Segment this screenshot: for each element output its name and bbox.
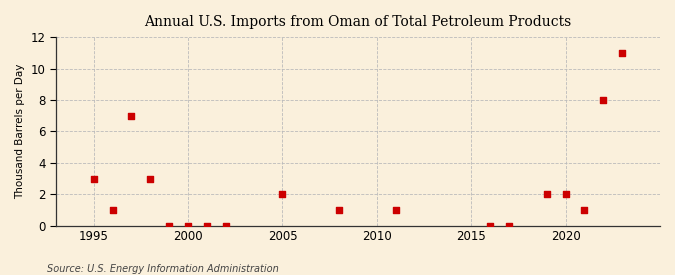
Title: Annual U.S. Imports from Oman of Total Petroleum Products: Annual U.S. Imports from Oman of Total P…: [144, 15, 572, 29]
Point: [504, 224, 514, 228]
Point: [277, 192, 288, 196]
Point: [541, 192, 552, 196]
Point: [333, 208, 344, 212]
Y-axis label: Thousand Barrels per Day: Thousand Barrels per Day: [15, 64, 25, 199]
Point: [183, 224, 194, 228]
Point: [560, 192, 571, 196]
Point: [485, 224, 495, 228]
Point: [164, 224, 175, 228]
Point: [221, 224, 232, 228]
Point: [126, 114, 137, 118]
Point: [145, 176, 156, 181]
Point: [598, 98, 609, 102]
Point: [107, 208, 118, 212]
Point: [88, 176, 99, 181]
Text: Source: U.S. Energy Information Administration: Source: U.S. Energy Information Administ…: [47, 264, 279, 274]
Point: [390, 208, 401, 212]
Point: [202, 224, 213, 228]
Point: [617, 51, 628, 55]
Point: [579, 208, 590, 212]
